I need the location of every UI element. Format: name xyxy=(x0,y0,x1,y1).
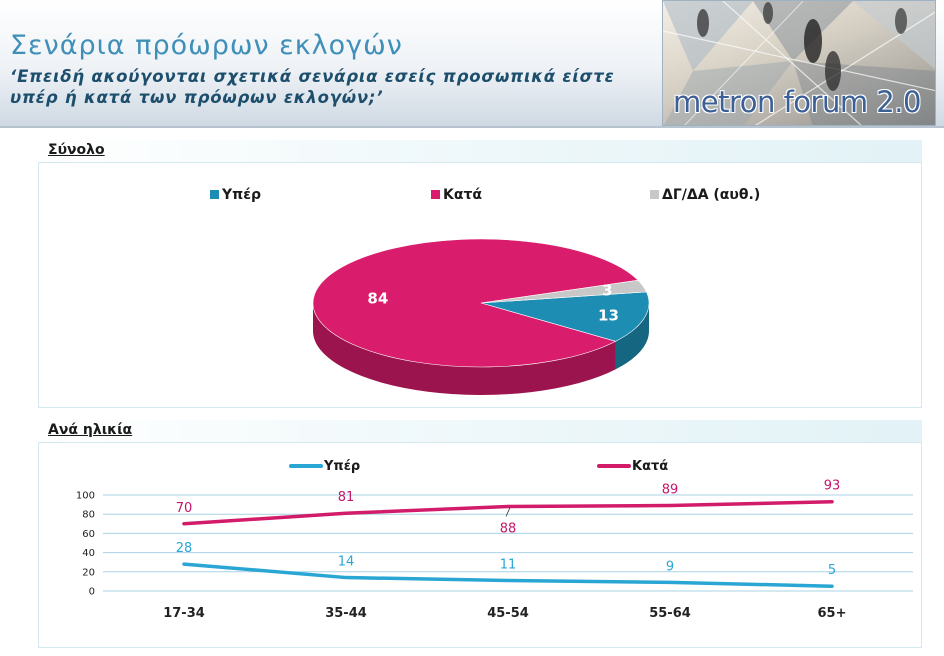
section-header-total: Σύνολο xyxy=(38,140,922,162)
legend-label: Υπέρ xyxy=(323,459,360,474)
pie-chart-panel: Υπέρ Κατά ΔΓ/ΔΑ (αυθ.) 13 84 3 xyxy=(38,162,922,408)
data-label: 70 xyxy=(176,501,193,516)
y-tick-label: 80 xyxy=(82,510,95,521)
section-label-age: Ανά ηλικία xyxy=(48,422,133,438)
pie-label-2: 3 xyxy=(602,282,612,300)
x-tick-label: 65+ xyxy=(818,606,847,621)
y-tick-label: 20 xyxy=(82,567,95,578)
pie-label-1: 84 xyxy=(367,289,388,307)
data-label: 89 xyxy=(662,483,679,498)
x-tick-label: 45-54 xyxy=(487,606,529,621)
logo-photo-graphic xyxy=(663,1,935,125)
x-tick-label: 17-34 xyxy=(163,606,205,621)
data-label: 28 xyxy=(176,541,193,556)
legend-item-yper: Υπέρ xyxy=(210,187,261,203)
data-label: 81 xyxy=(338,490,355,505)
subtitle-line-1: ‘Επειδή ακούγονται σχετικά σενάρια εσείς… xyxy=(10,67,615,86)
legend-label: Κατά xyxy=(632,459,668,474)
data-label: 11 xyxy=(500,557,517,572)
legend-swatch-yper xyxy=(210,190,219,199)
x-tick-label: 35-44 xyxy=(325,606,367,621)
data-label: 9 xyxy=(666,559,674,574)
logo-text: metron forum 2.0 xyxy=(673,85,921,119)
legend-swatch-kata xyxy=(431,190,440,199)
legend-swatch-dgda xyxy=(650,190,659,199)
line-chart-panel: 0 20 40 60 80 100 17-34 35-44 45-54 55-64 65+ Υπέρ Κ… xyxy=(38,442,922,648)
y-tick-label: 40 xyxy=(82,548,95,559)
data-label: 93 xyxy=(824,479,841,494)
pie-label-0: 13 xyxy=(598,307,619,325)
data-label: 14 xyxy=(338,555,355,570)
legend-label-yper: Υπέρ xyxy=(222,187,262,203)
pie-slice-2 xyxy=(480,279,647,304)
y-tick-label: 0 xyxy=(89,587,95,598)
pie-side-0 xyxy=(615,303,649,370)
y-tick-label: 60 xyxy=(82,529,95,540)
label-leader-line xyxy=(505,507,511,517)
series-line-1 xyxy=(182,499,834,526)
header-banner: Σενάρια πρόωρων εκλογών ‘Επειδή ακούγοντ… xyxy=(0,0,944,128)
subtitle-line-2: υπέρ ή κατά των πρόωρων εκλογών;’ xyxy=(10,88,384,107)
legend-label-kata: Κατά xyxy=(443,187,483,203)
y-tick-label: 100 xyxy=(76,491,95,502)
data-label: 88 xyxy=(500,522,517,537)
section-label-total: Σύνολο xyxy=(48,142,105,158)
line-chart: 0 20 40 60 80 100 17-34 35-44 45-54 55-64 65+ Υπέρ Κ… xyxy=(76,459,913,621)
pie-slice-1 xyxy=(312,238,639,368)
legend-label-dgda: ΔΓ/ΔΑ (αυθ.) xyxy=(662,187,761,203)
series-line-0 xyxy=(182,562,834,588)
legend-item-kata: Κατά xyxy=(431,187,482,203)
x-tick-label: 55-64 xyxy=(649,606,691,621)
pie-slice-0 xyxy=(480,291,650,342)
legend-item-dgda: ΔΓ/ΔΑ (αυθ.) xyxy=(650,187,760,203)
data-label: 5 xyxy=(828,563,836,578)
page-subtitle: ‘Επειδή ακούγονται σχετικά σενάρια εσείς… xyxy=(10,66,650,108)
metron-forum-logo: metron forum 2.0 xyxy=(662,0,936,126)
section-header-age: Ανά ηλικία xyxy=(38,420,922,442)
pie-chart: 13 84 3 xyxy=(312,238,650,396)
pie-side-1 xyxy=(313,303,616,396)
page-title: Σενάρια πρόωρων εκλογών xyxy=(10,30,403,61)
